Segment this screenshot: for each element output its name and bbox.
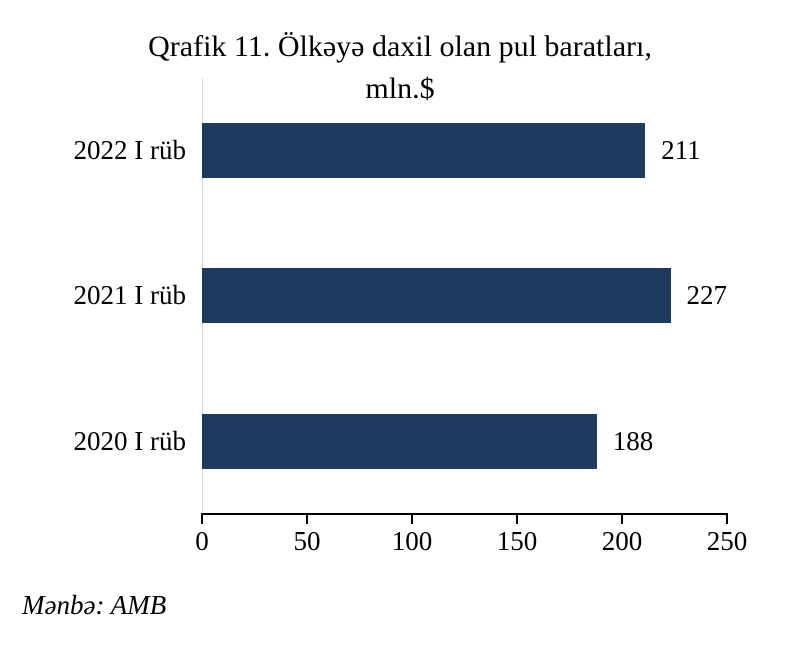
bar-row: 188 (202, 369, 727, 514)
bar-row: 211 (202, 78, 727, 223)
plot-area: 211 227 188 0 50 100 150 200 250 (195, 78, 747, 556)
x-axis-line (201, 513, 728, 515)
x-axis-tick-label: 250 (706, 526, 748, 556)
source-note: Mənbə: AMB (22, 590, 167, 620)
value-label: 227 (686, 280, 728, 311)
chart-title-line1: Qrafik 11. Ölkəyə daxil olan pul baratla… (148, 30, 652, 63)
x-axis-tick-label: 100 (391, 526, 433, 556)
x-axis-tick-label: 50 (293, 526, 321, 556)
x-axis-tick-mark (726, 515, 728, 524)
x-axis-tick-label: 150 (496, 526, 538, 556)
x-axis-tick-mark (201, 515, 203, 524)
x-axis-tick-mark (306, 515, 308, 524)
category-label: 2020 I rüb (73, 425, 186, 456)
x-axis-tick-label: 0 (195, 526, 209, 556)
value-label: 211 (661, 135, 701, 166)
value-label: 188 (612, 425, 654, 456)
category-label: 2022 I rüb (73, 135, 186, 166)
bar (202, 123, 646, 179)
category-label: 2021 I rüb (73, 280, 186, 311)
bar-row: 227 (202, 223, 727, 368)
x-axis-tick-label: 200 (601, 526, 643, 556)
bar (202, 413, 597, 469)
x-axis-tick-mark (516, 515, 518, 524)
bar-rows: 211 227 188 (202, 78, 727, 514)
category-axis-labels: 2022 I rüb 2021 I rüb 2020 I rüb (0, 78, 186, 514)
x-axis-tick-mark (411, 515, 413, 524)
bar (202, 268, 671, 324)
chart-title: Qrafik 11. Ölkəyə daxil olan pul baratla… (0, 26, 800, 110)
x-axis-tick-mark (621, 515, 623, 524)
chart-title-line2: mln.$ (365, 72, 435, 105)
